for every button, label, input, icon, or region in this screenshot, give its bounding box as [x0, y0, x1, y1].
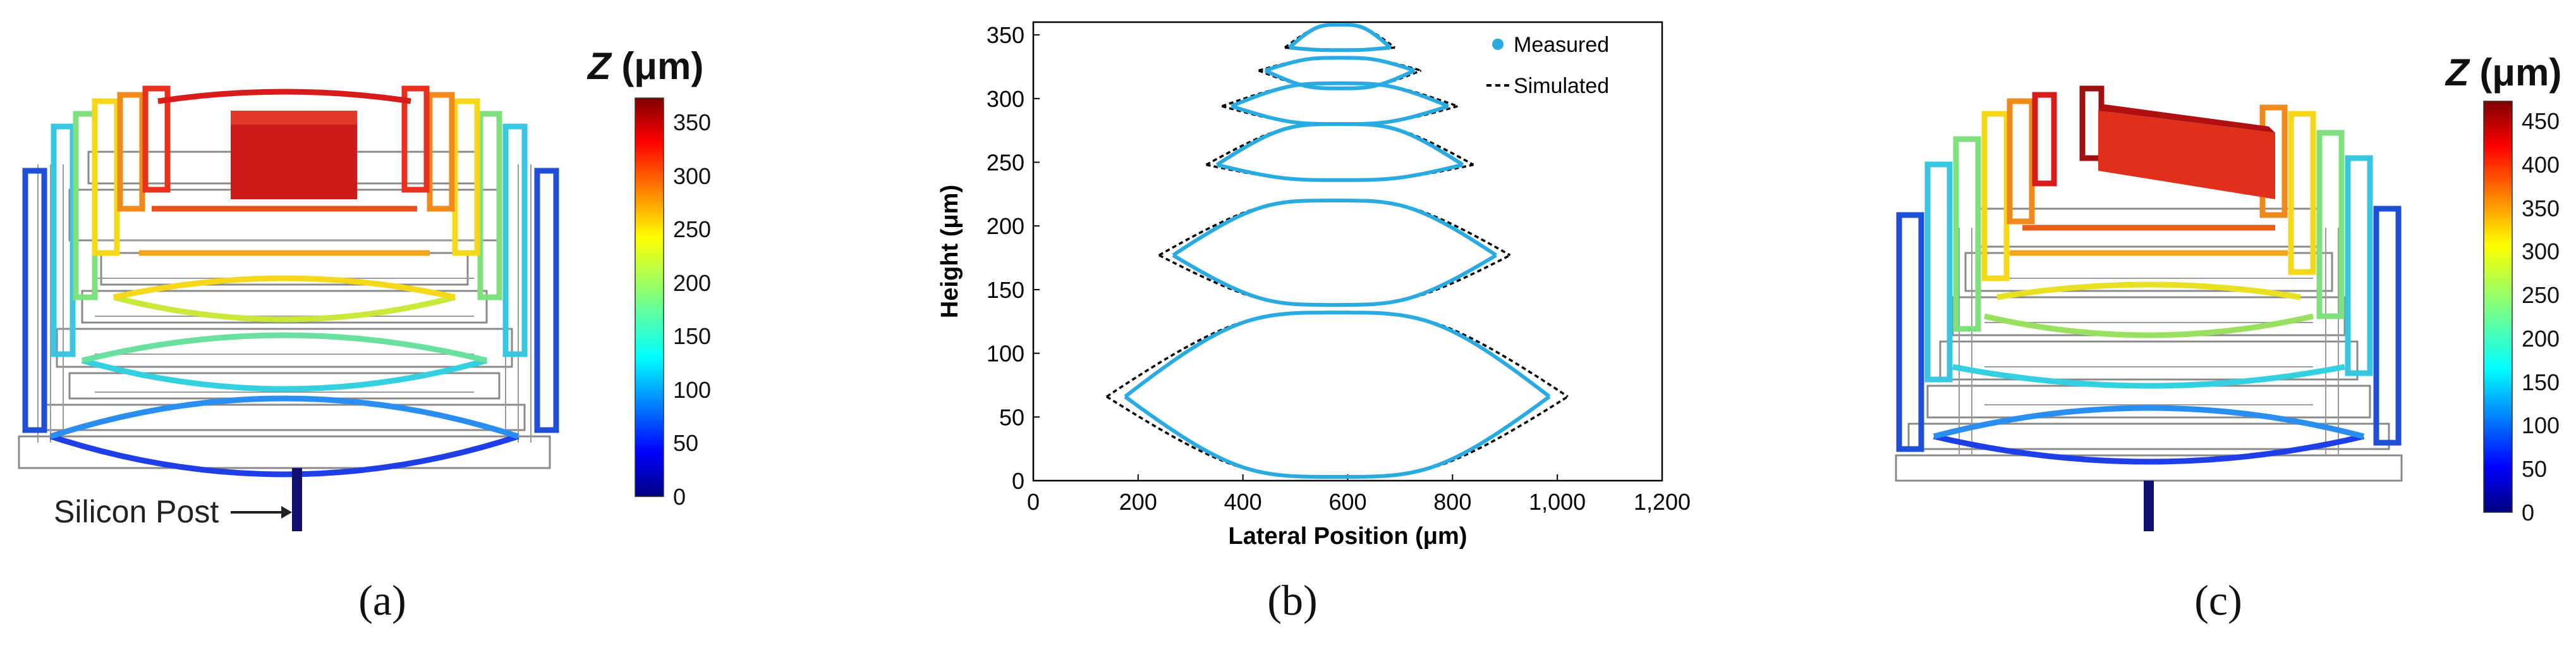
colorbar-a-tick-200: 200: [673, 269, 712, 296]
colorbar-c-tick-100: 100: [2522, 412, 2560, 439]
x-tick-label: 0: [1027, 489, 1040, 515]
x-tick-label: 800: [1433, 489, 1471, 515]
measured-curve: [1230, 104, 1449, 126]
panel-a: Silicon Post Z (μm) 350 300 250 200 150 100 50…: [0, 0, 746, 647]
colorbar-c-tick-250: 250: [2522, 282, 2560, 309]
y-axis-label: Height (μm): [937, 185, 963, 318]
silicon-post-label: Silicon Post: [54, 494, 219, 529]
y-tick-label: 250: [987, 150, 1024, 176]
measured-curve: [1287, 23, 1392, 49]
colorbar-a: [635, 97, 664, 497]
y-tick-label: 50: [999, 404, 1024, 430]
measured-curve: [1216, 163, 1464, 182]
caption-c: (c): [2194, 576, 2242, 624]
colorbar-c-tick-450: 450: [2522, 108, 2560, 134]
simulated-curve: [1158, 199, 1511, 257]
measured-curve: [1264, 56, 1416, 73]
legend-measured-label: Measured: [1514, 33, 1609, 57]
simulated-curve: [1158, 254, 1511, 306]
colorbar-c-tick-400: 400: [2522, 151, 2560, 178]
simulated-curve: [1106, 311, 1569, 398]
simulated-curve: [1106, 395, 1569, 478]
caption-a: (a): [358, 576, 406, 624]
panel-a-render: [18, 85, 559, 531]
y-tick-label: 300: [987, 86, 1024, 112]
caption-b: (b): [1267, 576, 1318, 624]
colorbar-a-tick-300: 300: [673, 163, 712, 189]
y-tick-label: 100: [987, 341, 1024, 367]
panel-b-chart: 0 50 100 150 200 250 300 350 0 200 400 600 800 1,000…: [937, 21, 1691, 550]
x-axis-label: Lateral Position (μm): [1229, 523, 1467, 550]
measured-curve: [1289, 46, 1391, 52]
colorbar-c-title: Z (μm): [2446, 51, 2562, 94]
colorbar-a-tick-350: 350: [673, 109, 712, 136]
y-tick-label: 0: [1012, 468, 1024, 494]
x-tick-label: 400: [1224, 489, 1262, 515]
y-tick-label: 150: [987, 277, 1024, 303]
colorbar-c-tick-0: 0: [2522, 500, 2535, 526]
colorbar-a-tick-250: 250: [673, 216, 712, 243]
colorbar-a-title: Z (μm): [588, 45, 704, 87]
measured-curve: [1124, 395, 1551, 479]
colorbar-a-tick-100: 100: [673, 376, 712, 403]
measured-curve: [1215, 122, 1464, 167]
measured-curve: [1124, 311, 1551, 398]
legend-measured-marker: [1492, 39, 1504, 50]
measured-curve: [1230, 81, 1449, 108]
colorbar-c-tick-150: 150: [2522, 369, 2560, 395]
colorbar-c-tick-300: 300: [2522, 238, 2560, 265]
colorbar-a-tick-50: 50: [673, 430, 699, 457]
colorbar-c: [2483, 101, 2513, 513]
x-tick-label: 200: [1119, 489, 1157, 515]
colorbar-c-tick-200: 200: [2522, 325, 2560, 352]
legend-simulated-label: Simulated: [1514, 74, 1609, 98]
simulated-curve: [1205, 123, 1474, 166]
y-tick-label: 350: [987, 22, 1024, 48]
colorbar-c-tick-350: 350: [2522, 195, 2560, 221]
x-tick-label: 1,000: [1529, 489, 1586, 515]
panel-b: 0 50 100 150 200 250 300 350 0 200 400 600 800 1,000…: [885, 0, 1719, 647]
panel-c-render: [1895, 85, 2403, 531]
x-tick-label: 1,200: [1634, 489, 1691, 515]
panel-c: Z (μm) 450 400 350 300 250 200 150 100 50 0 (c): [1833, 0, 2576, 647]
colorbar-a-tick-150: 150: [673, 323, 712, 350]
y-tick-label: 200: [987, 213, 1024, 239]
measured-curve: [1172, 198, 1497, 257]
x-tick-label: 600: [1328, 489, 1366, 515]
colorbar-c-tick-50: 50: [2522, 456, 2548, 483]
measured-curve: [1264, 68, 1416, 90]
measured-curve: [1172, 253, 1497, 307]
colorbar-a-tick-0: 0: [673, 484, 686, 510]
